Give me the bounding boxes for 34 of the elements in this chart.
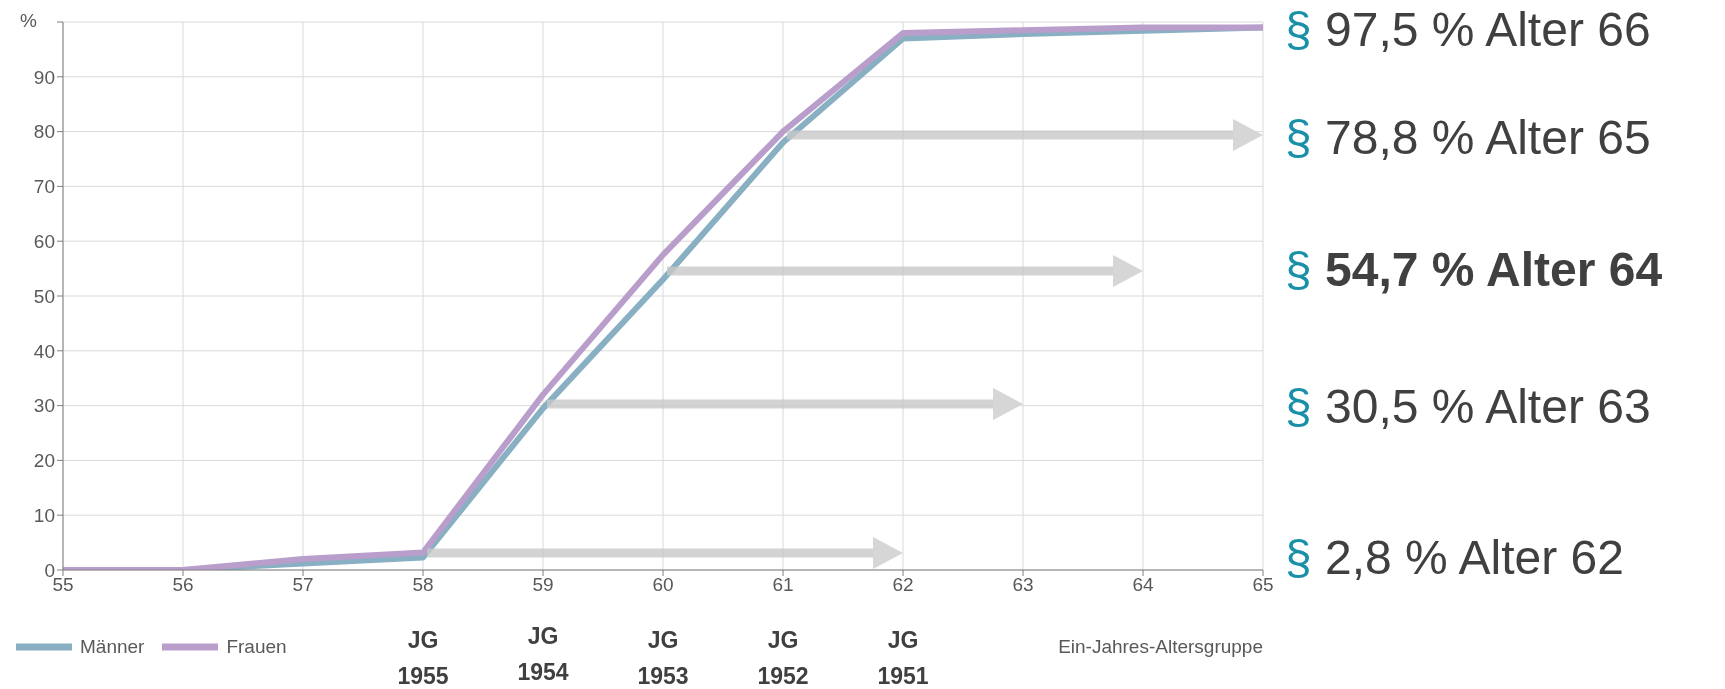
y-tick-label: 40 <box>33 340 55 362</box>
text: § 2,8 % Alter 62 <box>1285 530 1624 586</box>
text: JG 1952 <box>756 626 810 689</box>
legend-label: Frauen <box>226 636 287 658</box>
text: JG 1955 <box>396 626 450 689</box>
y-tick-label: 10 <box>33 504 55 526</box>
x-tick-label: 62 <box>892 574 914 596</box>
x-tick-label: 57 <box>292 574 314 596</box>
x-tick-label: 59 <box>532 574 554 596</box>
text: § 78,8 % Alter 65 <box>1285 110 1651 166</box>
y-tick-label: 80 <box>33 121 55 143</box>
text: JG 1953 <box>636 626 690 689</box>
text: § 97,5 % Alter 66 <box>1285 2 1651 58</box>
y-tick-label: 20 <box>33 450 55 472</box>
x-axis-title: Ein-Jahres-Altersgruppe <box>1058 636 1263 658</box>
text: § 30,5 % Alter 63 <box>1285 379 1651 435</box>
y-tick-label: 0 <box>44 559 55 581</box>
text: JG 1954 <box>516 622 570 687</box>
text: § 54,7 % Alter 64 <box>1285 242 1663 298</box>
y-tick-label: 60 <box>33 230 55 252</box>
x-tick-label: 56 <box>172 574 194 596</box>
x-tick-label: 64 <box>1132 574 1154 596</box>
y-tick-label: 30 <box>33 395 55 417</box>
y-tick-label: 50 <box>33 285 55 307</box>
y-axis-title: % <box>20 10 37 32</box>
y-tick-label: 90 <box>33 66 55 88</box>
y-tick-label: 70 <box>33 176 55 198</box>
x-tick-label: 60 <box>652 574 674 596</box>
x-tick-label: 58 <box>412 574 434 596</box>
x-tick-label: 65 <box>1252 574 1274 596</box>
x-tick-label: 61 <box>772 574 794 596</box>
text: JG 1951 <box>876 626 930 689</box>
legend-label: Männer <box>80 636 145 658</box>
x-tick-label: 63 <box>1012 574 1034 596</box>
